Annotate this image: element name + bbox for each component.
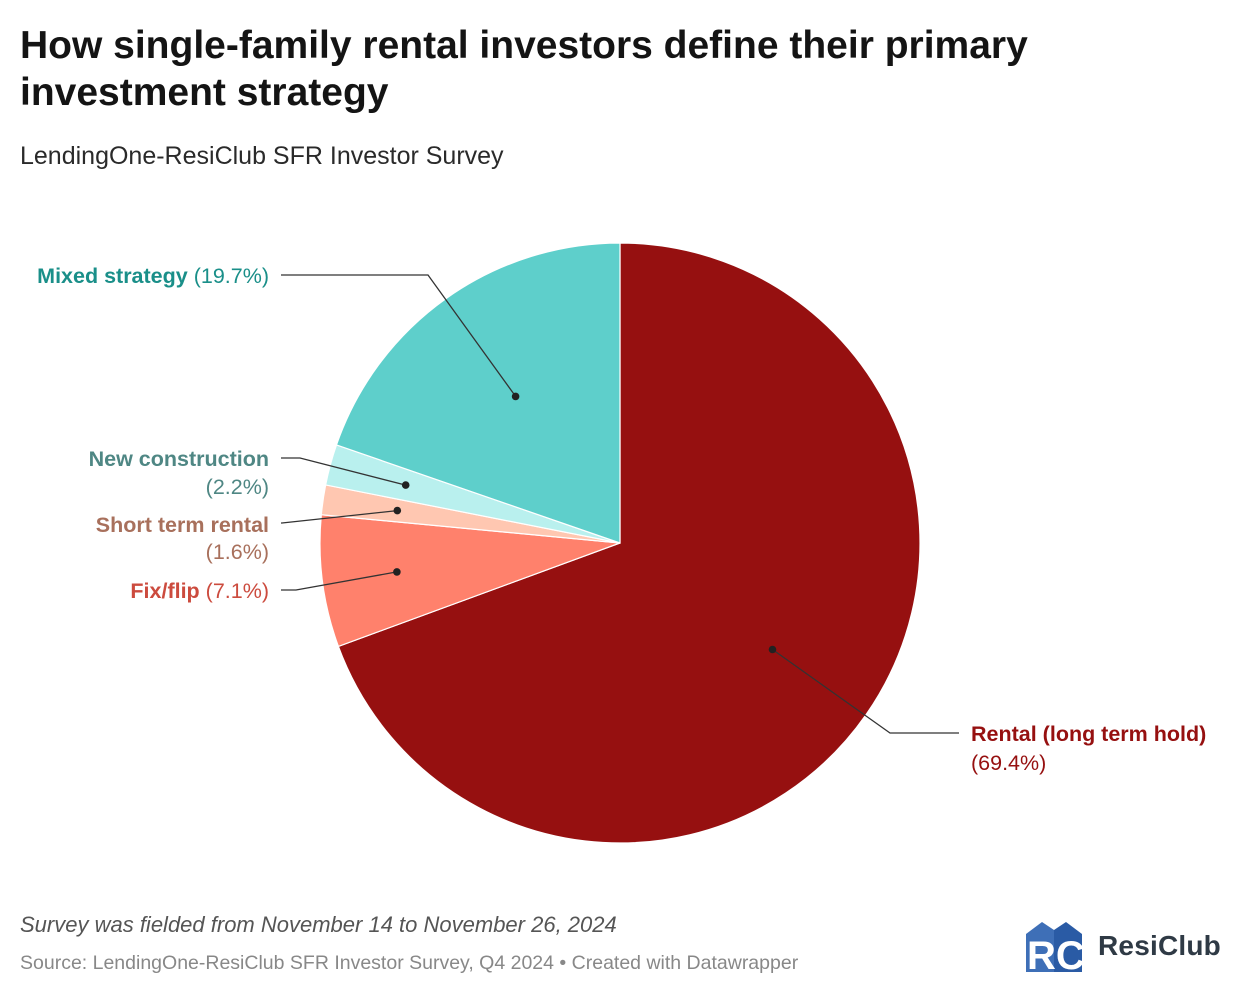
- value-label-rental-long-term-hold: (69.4%): [971, 751, 1046, 775]
- label-name-short-term-rental: Short term rental: [96, 513, 269, 537]
- survey-note: Survey was fielded from November 14 to N…: [20, 912, 617, 937]
- leader-mixed-strategy: [281, 274, 517, 397]
- leader-dot-short-term-rental: [393, 506, 402, 515]
- chart-title: How single-family rental investors defin…: [20, 24, 1028, 114]
- logo-mark: RC: [1027, 934, 1084, 974]
- leader-rental-long-term-hold: [772, 648, 959, 734]
- leader-dot-rental-long-term-hold: [768, 645, 777, 654]
- slice-labels: Rental (long term hold) (69.4%) Fix/flip (…: [37, 264, 1206, 775]
- chart-subtitle: LendingOne-ResiClub SFR Investor Survey: [20, 142, 504, 170]
- value-label-mixed-strategy: (19.7%): [188, 264, 269, 288]
- label-new-construction: New construction: [89, 447, 269, 471]
- leader-dot-new-construction: [401, 481, 410, 489]
- value-label-short-term-rental: (1.6%): [206, 540, 269, 564]
- leader-new-construction: [281, 457, 406, 486]
- label-fix-flip: Fix/flip (7.1%): [130, 579, 269, 603]
- leader-dot-mixed-strategy: [511, 392, 520, 401]
- source-line: Source: LendingOne-ResiClub SFR Investor…: [20, 952, 799, 974]
- label-leaders: [281, 274, 959, 734]
- resiclub-logo-icon: RC: [1026, 922, 1084, 974]
- slice-rental-long-term-hold: [337, 242, 921, 844]
- label-name-new-construction: New construction: [89, 447, 269, 471]
- label-mixed-strategy: Mixed strategy (19.7%): [37, 264, 269, 288]
- label-name-mixed-strategy: Mixed strategy: [37, 264, 188, 288]
- resiclub-logo: RC ResiClub: [1024, 918, 1221, 974]
- label-name-rental-long-term-hold: Rental (long term hold): [971, 722, 1206, 746]
- leader-dot-fix-flip: [393, 568, 401, 576]
- value-label-new-construction: (2.2%): [206, 475, 269, 499]
- logo-wordmark: ResiClub: [1098, 930, 1221, 961]
- leader-short-term-rental: [281, 509, 398, 524]
- slice-mixed-strategy: [335, 242, 621, 544]
- label-name-fix-flip: Fix/flip: [130, 579, 199, 603]
- pie-slices: [319, 242, 921, 844]
- leader-fix-flip: [281, 571, 398, 591]
- label-short-term-rental: Short term rental: [96, 513, 269, 537]
- label-rental-long-term-hold: Rental (long term hold): [971, 722, 1206, 746]
- value-label-fix-flip: (7.1%): [200, 579, 269, 603]
